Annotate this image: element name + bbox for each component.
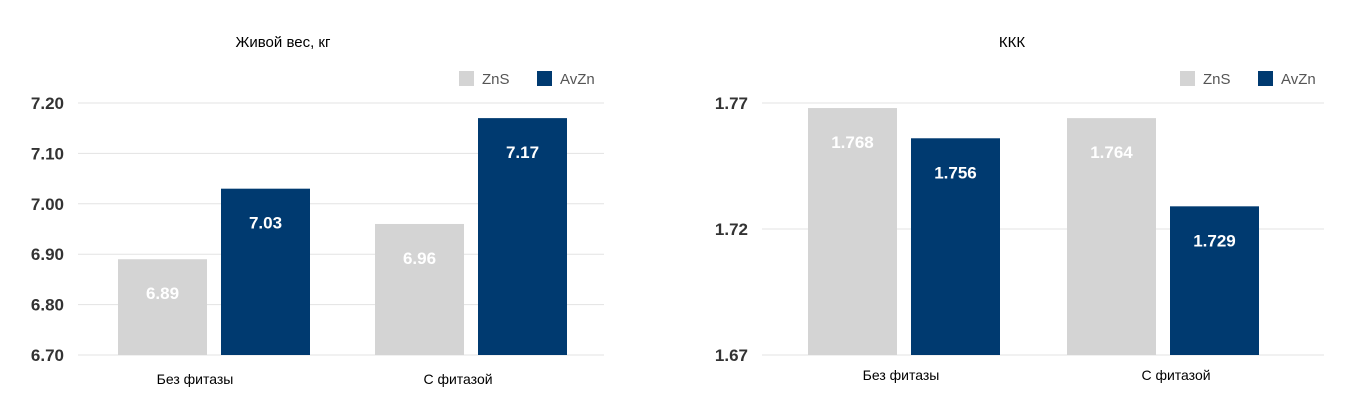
bar-avzn-2 xyxy=(1170,206,1259,355)
legend-swatch-avzn xyxy=(537,71,552,86)
data-label: 1.764 xyxy=(1090,143,1133,162)
y-tick-label: 1.67 xyxy=(715,346,748,365)
chart-svg: Живой вес, кг 6.70 6.80 6.90 7.00 7.10 7.20 6.8… xyxy=(31,34,604,387)
chart-live-weight: Живой вес, кг 6.70 6.80 6.90 7.00 7.10 7.20 6.8… xyxy=(31,34,604,387)
category-label: Без фитазы xyxy=(157,371,234,387)
chart-title: Живой вес, кг xyxy=(236,34,331,51)
data-label: 7.17 xyxy=(506,143,539,162)
category-label: Без фитазы xyxy=(863,367,940,383)
legend-label-avzn: AvZn xyxy=(1281,71,1316,88)
legend-swatch-avzn xyxy=(1258,71,1273,86)
y-tick-label: 6.90 xyxy=(31,245,64,264)
data-label: 6.96 xyxy=(403,249,436,268)
legend-swatch-zns xyxy=(459,71,474,86)
chart-fcr: ККК 1.67 1.72 1.77 1.768 1.756 Без фитазы 1.764… xyxy=(674,0,1348,413)
y-tick-label: 7.00 xyxy=(31,195,64,214)
y-tick-label: 1.77 xyxy=(715,94,748,113)
bar-zns-1 xyxy=(808,108,897,355)
legend-swatch-zns xyxy=(1180,71,1195,86)
y-tick-label: 6.70 xyxy=(31,346,64,365)
y-tick-label: 6.80 xyxy=(31,296,64,315)
data-label: 6.89 xyxy=(146,284,179,303)
legend-label-zns: ZnS xyxy=(1203,71,1231,88)
bar-zns-1 xyxy=(118,259,207,355)
data-label: 7.03 xyxy=(249,214,282,233)
data-label: 1.768 xyxy=(831,133,874,152)
legend-label-zns: ZnS xyxy=(482,71,510,88)
y-tick-label: 7.10 xyxy=(31,144,64,163)
bar-zns-2 xyxy=(1067,118,1156,356)
data-label: 1.756 xyxy=(934,163,977,182)
legend-label-avzn: AvZn xyxy=(560,71,595,88)
y-tick-label: 7.20 xyxy=(31,94,64,113)
bar-zns-2 xyxy=(375,223,464,355)
y-tick-label: 1.72 xyxy=(715,220,748,239)
data-label: 1.729 xyxy=(1193,231,1236,250)
chart-title: ККК xyxy=(999,34,1025,51)
chart-svg: ККК 1.67 1.72 1.77 1.768 1.756 Без фитазы 1.764… xyxy=(715,34,1324,383)
category-label: С фитазой xyxy=(1141,367,1210,383)
bar-avzn-1 xyxy=(221,188,310,355)
bar-avzn-2 xyxy=(478,118,567,356)
category-label: С фитазой xyxy=(423,371,492,387)
bar-avzn-1 xyxy=(911,138,1000,355)
